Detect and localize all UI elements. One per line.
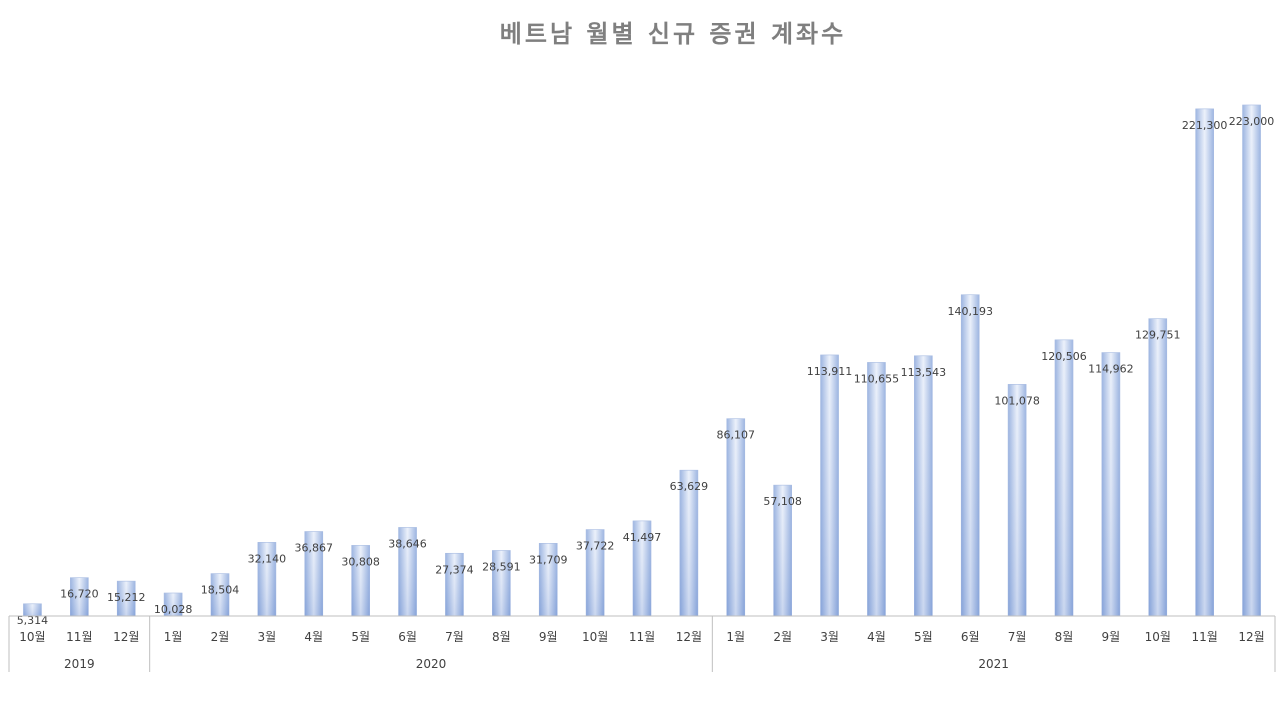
data-label: 41,497 — [623, 531, 662, 544]
year-group-label: 2019 — [64, 657, 95, 671]
data-label: 223,000 — [1229, 115, 1275, 128]
data-label: 86,107 — [717, 429, 756, 442]
data-label: 129,751 — [1135, 329, 1181, 342]
data-label: 221,300 — [1182, 119, 1228, 132]
bar-shade — [773, 485, 792, 616]
x-tick-label: 1월 — [726, 630, 745, 644]
x-tick-label: 3월 — [820, 630, 839, 644]
x-tick-label: 9월 — [1102, 630, 1121, 644]
bar-shade — [1148, 318, 1167, 616]
bar-shade — [961, 294, 980, 616]
data-label: 113,911 — [807, 365, 853, 378]
x-tick-label: 2월 — [211, 630, 230, 644]
data-label: 16,720 — [60, 588, 99, 601]
bar-shade — [211, 573, 229, 616]
data-label: 38,646 — [388, 537, 427, 550]
bar-shade — [445, 553, 464, 616]
data-label: 110,655 — [854, 372, 900, 385]
x-tick-label: 5월 — [914, 630, 933, 644]
value-labels-layer: 5,314 16,720 15,212 10,028 18,504 32,140 36,86… — [17, 115, 1275, 627]
bar-shade — [351, 545, 370, 616]
x-tick-label: 9월 — [539, 630, 558, 644]
bar-shade — [117, 581, 136, 616]
x-tick-label: 1월 — [164, 630, 183, 644]
x-tick-label: 5월 — [351, 630, 370, 644]
data-label: 114,962 — [1088, 363, 1134, 376]
data-label: 113,543 — [901, 366, 947, 379]
x-tick-label: 6월 — [398, 630, 417, 644]
bar-shade — [820, 354, 839, 616]
bar-shade — [70, 577, 89, 616]
year-group-label: 2021 — [978, 657, 1009, 671]
bar-shade — [726, 418, 745, 616]
x-tick-label: 7월 — [445, 630, 464, 644]
x-axis: 10월 11월 12월 1월 2월 3월 4월 5월 6월 7월 8월 9월 10월 11월 12월 1월 2월… — [8, 615, 1276, 672]
data-label: 140,193 — [947, 305, 993, 318]
bar-shade — [492, 550, 511, 616]
x-tick-label: 6월 — [961, 630, 980, 644]
data-label: 120,506 — [1041, 350, 1087, 363]
bar-shade — [257, 542, 276, 616]
bar-shade — [164, 593, 183, 616]
data-label: 37,722 — [576, 540, 615, 553]
bar-shade — [1242, 105, 1261, 616]
bar-shade — [679, 470, 698, 616]
bars-layer — [23, 104, 1261, 617]
data-label: 18,504 — [201, 584, 240, 597]
x-tick-label: 12월 — [1238, 630, 1264, 644]
data-label: 57,108 — [763, 495, 802, 508]
data-label: 101,078 — [994, 394, 1040, 407]
x-tick-label: 10월 — [1145, 630, 1171, 644]
bar-shade — [23, 603, 42, 616]
data-label: 32,140 — [248, 552, 287, 565]
bar-shade — [1055, 339, 1073, 616]
x-tick-label: 4월 — [304, 630, 323, 644]
data-label: 36,867 — [295, 542, 334, 555]
bar-shade — [1195, 108, 1214, 617]
data-label: 63,629 — [670, 480, 709, 493]
x-tick-label: 12월 — [113, 630, 139, 644]
bar-shade — [586, 529, 605, 616]
bar-shade — [1008, 384, 1027, 616]
x-tick-label: 8월 — [492, 630, 511, 644]
bar-shade — [914, 355, 933, 616]
data-label: 28,591 — [482, 560, 521, 573]
data-label: 15,212 — [107, 591, 146, 604]
x-tick-label: 11월 — [1192, 630, 1218, 644]
bar-shade — [304, 531, 323, 616]
x-tick-label: 3월 — [258, 630, 277, 644]
x-tick-label: 4월 — [867, 630, 886, 644]
bar-shade — [867, 362, 886, 616]
bar-shade — [539, 543, 558, 616]
x-tick-label: 2월 — [773, 630, 792, 644]
data-label: 5,314 — [17, 614, 49, 627]
x-tick-label: 12월 — [676, 630, 702, 644]
bar-shade — [398, 527, 417, 616]
x-tick-label: 10월 — [582, 630, 608, 644]
bar-shade — [633, 520, 651, 616]
data-label: 27,374 — [435, 563, 474, 576]
year-group-label: 2020 — [416, 657, 447, 671]
bar-shade — [1101, 352, 1120, 616]
chart-title: 베트남 월별 신규 증권 계좌수 — [499, 20, 847, 48]
x-tick-label: 11월 — [629, 630, 655, 644]
x-tick-label: 8월 — [1055, 630, 1074, 644]
x-tick-label: 11월 — [66, 630, 92, 644]
data-label: 10,028 — [154, 603, 193, 616]
x-tick-label: 7월 — [1008, 630, 1027, 644]
x-tick-label: 10월 — [19, 630, 45, 644]
data-label: 31,709 — [529, 553, 568, 566]
data-label: 30,808 — [341, 555, 380, 568]
